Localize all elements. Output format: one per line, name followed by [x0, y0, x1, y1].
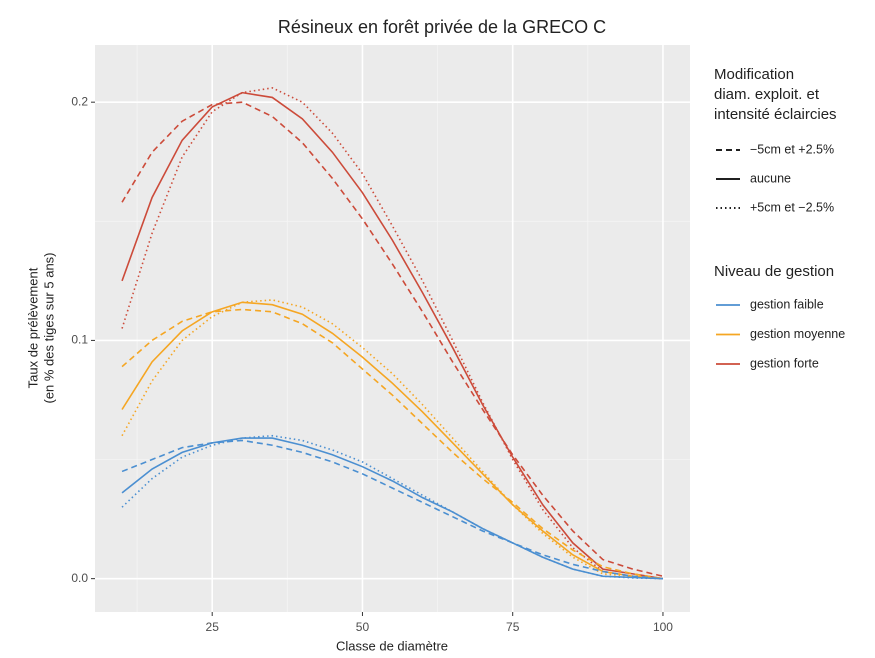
legend-title: intensité éclaircies: [714, 106, 837, 123]
series-line: [121, 91, 664, 580]
x-tick-label: 25: [206, 620, 220, 634]
series-line: [121, 301, 664, 580]
y-tick-label: 0.0: [71, 571, 88, 585]
y-axis-label: (en % des tiges sur 5 ans): [41, 252, 56, 403]
series-line: [121, 101, 664, 578]
plot-panel: [95, 45, 690, 612]
chart-title: Résineux en forêt privée de la GRECO C: [278, 17, 606, 37]
x-tick-label: 50: [356, 620, 370, 634]
series-line: [121, 439, 664, 580]
legend-title: Niveau de gestion: [714, 263, 834, 280]
legend-label: +5cm et −2.5%: [750, 200, 834, 214]
legend-label: gestion forte: [750, 356, 819, 370]
legend-label: aucune: [750, 171, 791, 185]
y-tick-label: 0.1: [71, 333, 88, 347]
legend-title: Modification: [714, 66, 794, 83]
legend-label: gestion moyenne: [750, 327, 845, 341]
x-axis-label: Classe de diamètre: [336, 638, 448, 653]
x-tick-label: 75: [506, 620, 520, 634]
y-axis-label: Taux de prélèvement: [25, 267, 40, 388]
legend-title: diam. exploit. et: [714, 86, 820, 103]
series-line: [121, 308, 664, 580]
x-tick-label: 100: [653, 620, 673, 634]
legend-label: −5cm et +2.5%: [750, 142, 834, 156]
y-tick-label: 0.2: [71, 94, 88, 108]
legend-label: gestion faible: [750, 297, 824, 311]
